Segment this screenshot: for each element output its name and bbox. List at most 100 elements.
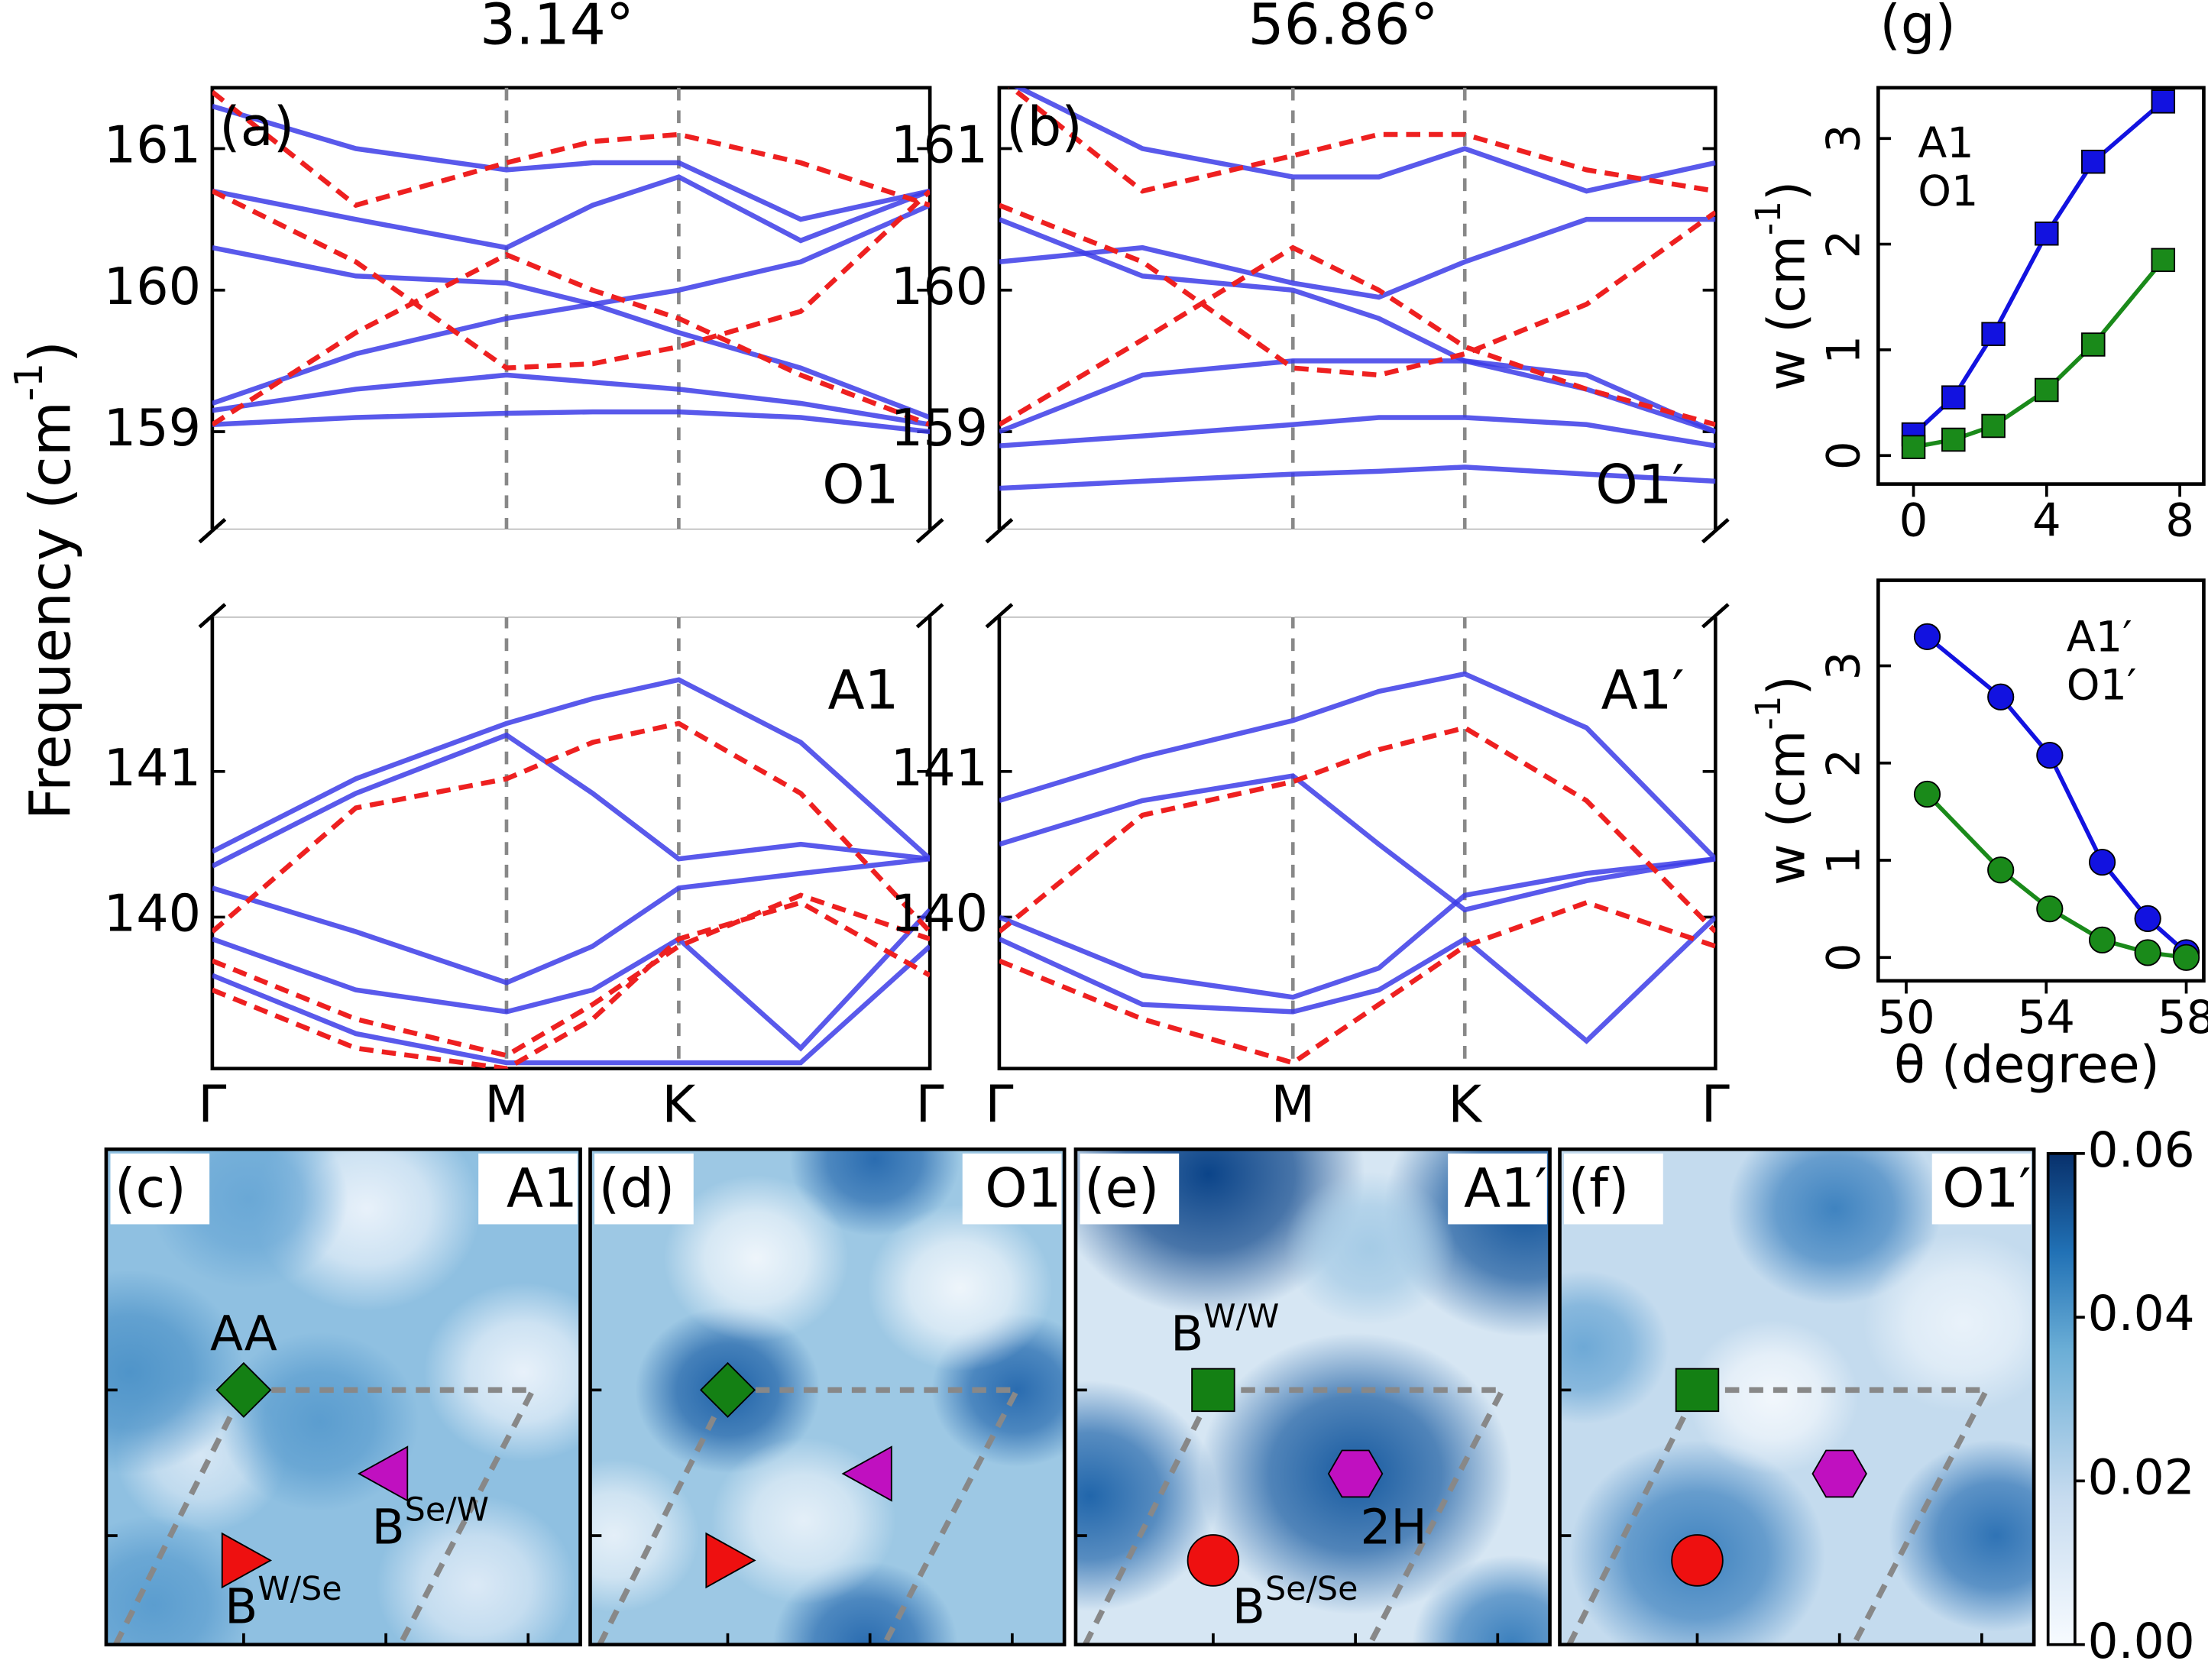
- axis-break: [1701, 518, 1730, 544]
- colorbar: [2046, 1151, 2077, 1646]
- series-line: [999, 244, 1716, 427]
- series-line: [999, 671, 1716, 861]
- heatmap-image: [105, 1149, 581, 1645]
- x-tick-label: Γ: [1701, 1075, 1730, 1135]
- point: [1987, 856, 2015, 884]
- y-axis-title-tail: ): [1757, 181, 1817, 201]
- colorbar-tick-label: 0.04: [2088, 1286, 2195, 1342]
- heatmap-blob: [1559, 1271, 1669, 1425]
- site-marker: [699, 1361, 756, 1418]
- plot-frame: [1876, 578, 2206, 983]
- site-marker: [215, 1361, 272, 1418]
- x-tick-label: 58: [2158, 991, 2208, 1044]
- point: [1941, 385, 1966, 409]
- y-tick-label: 2: [1818, 749, 1870, 778]
- heatmap-blob: [376, 1495, 576, 1645]
- x-tick-label: 0: [1899, 494, 1928, 547]
- site-marker: [705, 1532, 756, 1589]
- site-label-main: AA: [210, 1306, 277, 1362]
- site-label-main: B: [371, 1500, 404, 1555]
- site-label: BW/W: [1170, 1297, 1279, 1362]
- series-line: [212, 245, 931, 420]
- heatmap-blob: [1075, 1381, 1219, 1611]
- mode-label: O1′: [1942, 1157, 2031, 1219]
- label-box: [1931, 1153, 2032, 1225]
- heatmap-blob: [663, 1175, 849, 1342]
- label-box: [1080, 1153, 1180, 1225]
- point: [2088, 926, 2116, 953]
- x-tick-label: K: [1448, 1075, 1483, 1135]
- point: [1981, 322, 2006, 346]
- label-box: [1564, 1153, 1663, 1225]
- y-tick-label: 160: [891, 257, 988, 316]
- heatmap-blob: [1412, 1555, 1550, 1645]
- heatmap-blob: [1863, 1232, 2035, 1413]
- x-tick-label: 54: [2018, 991, 2075, 1044]
- axis-break: [1701, 603, 1730, 629]
- label-box: [1448, 1153, 1547, 1225]
- axis-break: [915, 518, 944, 544]
- label-box: [594, 1153, 694, 1225]
- mode-label: A1: [827, 659, 898, 721]
- site-marker: [357, 1445, 409, 1502]
- site-label-main: B: [225, 1578, 257, 1634]
- series-line: [212, 944, 931, 1066]
- plot-frame: [210, 613, 932, 1071]
- colorbar-tick-label: 0.02: [2088, 1449, 2195, 1505]
- x-tick-label: K: [662, 1075, 698, 1135]
- heatmap-image: [1559, 1149, 2035, 1645]
- y-axis-title: Frequency (cm-1): [5, 341, 83, 820]
- series-line: [212, 892, 931, 1058]
- site-marker: [1675, 1368, 1720, 1413]
- series-line: [212, 856, 931, 986]
- y-tick-label: 3: [1818, 124, 1870, 153]
- series-line: [212, 908, 931, 1052]
- y-axis-title-main: w (cm: [1757, 235, 1817, 390]
- site-marker: [841, 1445, 892, 1502]
- panel-label: (c): [115, 1157, 186, 1219]
- y-tick-label: 160: [104, 257, 201, 316]
- point: [1987, 683, 2015, 711]
- series-line: [212, 89, 931, 209]
- point: [1981, 413, 2006, 439]
- heatmap-blob: [105, 1515, 254, 1645]
- panel-frame: [1073, 1147, 1552, 1646]
- y-axis-title-tail: ): [18, 341, 83, 363]
- y-tick-label: 2: [1818, 230, 1870, 259]
- chart-title: 56.86°: [1248, 0, 1438, 58]
- y-tick-label: 140: [891, 884, 988, 944]
- y-axis-title-sup: -1: [1747, 695, 1788, 730]
- mode-label: O1′: [1595, 454, 1684, 516]
- series-line: [212, 372, 931, 427]
- series-line: [1913, 258, 2165, 449]
- x-tick-label: Γ: [198, 1075, 226, 1135]
- site-label: 2H: [1360, 1500, 1426, 1555]
- point: [2036, 895, 2064, 923]
- axis-break: [198, 603, 227, 629]
- series-line: [1013, 87, 1716, 194]
- series-line: [999, 415, 1716, 448]
- legend-label: O1′: [2067, 660, 2137, 710]
- y-tick-label: 0: [1818, 943, 1870, 972]
- heatmap-image: [590, 1149, 1065, 1645]
- point: [2134, 939, 2161, 966]
- site-marker: [1191, 1368, 1235, 1413]
- heatmap-blob: [1284, 1171, 1455, 1326]
- point: [2081, 332, 2106, 357]
- series-line: [999, 899, 1716, 1066]
- site-marker: [1187, 1534, 1240, 1587]
- point: [1913, 780, 1941, 808]
- mode-label: O1: [822, 454, 898, 516]
- panel-label: (e): [1084, 1157, 1159, 1219]
- point: [2134, 905, 2161, 932]
- site-marker: [221, 1532, 273, 1589]
- point: [2088, 848, 2116, 876]
- series-line: [999, 773, 1716, 913]
- site-marker: [1811, 1449, 1867, 1498]
- x-tick-label: 50: [1877, 991, 1934, 1044]
- site-label-sup: W/W: [1203, 1297, 1279, 1335]
- site-label: BSe/W: [371, 1491, 489, 1555]
